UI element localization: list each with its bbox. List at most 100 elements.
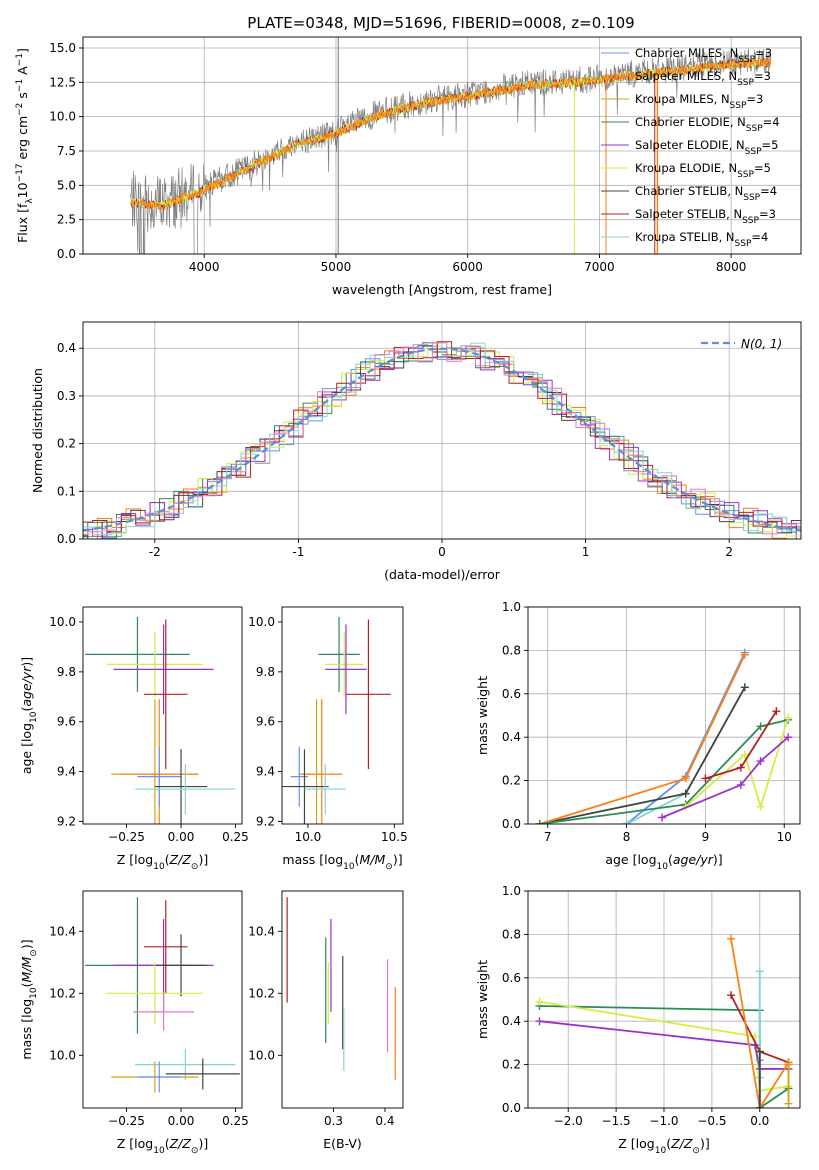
model-spectrum	[130, 57, 772, 210]
panel-mass-vs-ebv: 0.3 0.4 10.0 10.2 10.4 E(B-V)	[248, 890, 404, 1151]
series-marker	[736, 780, 745, 789]
x-tick-label: −0.25	[108, 830, 145, 844]
series-marker	[784, 713, 793, 722]
error-bar-point	[345, 619, 391, 770]
series-line	[685, 717, 790, 810]
error-bar-point	[165, 1058, 240, 1090]
normal-curve	[83, 347, 801, 532]
x-tick-label: 5000	[321, 260, 352, 274]
residual-histogram	[83, 342, 801, 536]
mass-weight-series	[755, 1047, 764, 1108]
error-bar-point	[290, 746, 308, 807]
y-tick-label: 0.0	[502, 1101, 521, 1115]
y-tick-label: 5.0	[57, 178, 76, 192]
y-tick-label: 9.2	[57, 815, 76, 829]
y-tick-label: 2.5	[57, 213, 76, 227]
x-tick-label: 7000	[584, 260, 615, 274]
x-tick-label: 0.25	[222, 1114, 249, 1128]
x-axis-label: Z [log10(Z/Z⊙)]	[117, 1136, 208, 1156]
x-tick-label: 0.00	[168, 1114, 195, 1128]
error-bar-point	[318, 616, 360, 692]
legend-label: Salpeter STELIB, NSSP=3	[635, 207, 776, 226]
y-tick-label: 10.0	[49, 110, 76, 124]
y-tick-label: 0.8	[502, 643, 521, 657]
y-tick-label: 0.4	[502, 1014, 521, 1028]
x-axis-label: age [log10(age/yr)]	[605, 852, 722, 872]
mass-vs-Z-frame	[82, 890, 243, 1109]
error-bar-point	[135, 764, 236, 815]
y-tick-label: 10.0	[248, 615, 275, 629]
legend-label: Salpeter ELODIE, NSSP=5	[635, 138, 778, 157]
age-vs-Z-frame	[82, 606, 243, 825]
error-bar-point	[106, 962, 203, 1025]
series-marker	[681, 774, 690, 783]
series-marker	[755, 967, 764, 976]
x-tick-label: 2	[725, 545, 733, 559]
legend-label: Chabrier STELIB, NSSP=4	[635, 184, 777, 203]
x-axis-label: mass [log10(M/M⊙)]	[282, 852, 402, 872]
mass-weight-vs-age-grid	[528, 606, 800, 825]
x-tick-label: 6000	[452, 260, 483, 274]
y-tick-label: 0.0	[57, 532, 76, 546]
y-tick-label: 9.4	[256, 765, 275, 779]
residuals-plot-area	[83, 341, 801, 539]
x-tick-label: 10	[777, 830, 792, 844]
y-tick-label: 9.8	[256, 665, 275, 679]
panel-mass-weight-vs-age: 7 8 9 10 0.0 0.2 0.4 0.6 0.8 1.0 age [log10(age/yr…	[475, 600, 801, 872]
y-axis-label: mass [log10(M/M⊙)]	[19, 939, 39, 1059]
y-tick-label: 10.2	[248, 986, 275, 1000]
spectrum-frame	[82, 36, 802, 255]
series-marker	[756, 802, 765, 811]
y-tick-label: 9.8	[57, 665, 76, 679]
series-marker	[681, 789, 690, 798]
series-marker	[535, 820, 544, 824]
y-tick-label: 0.8	[502, 927, 521, 941]
error-bar-point	[304, 764, 346, 815]
error-bar-point	[325, 631, 364, 697]
series-line	[539, 686, 746, 824]
x-tick-label: 0.4	[375, 1114, 394, 1128]
y-tick-label: 10.4	[248, 924, 275, 938]
series-line	[539, 718, 789, 824]
y-tick-label: 9.2	[256, 815, 275, 829]
x-tick-label: 10.5	[381, 830, 408, 844]
age-vs-mass-frame	[281, 606, 404, 825]
error-bar-point	[133, 993, 195, 1031]
x-tick-label: 1	[582, 545, 590, 559]
x-tick-label: 8000	[716, 260, 747, 274]
series-marker	[740, 750, 749, 759]
series-marker	[755, 1104, 764, 1108]
x-tick-label: 0.25	[222, 830, 249, 844]
y-tick-label: 9.6	[256, 715, 275, 729]
x-axis-label: Z [log10(Z/Z⊙)]	[618, 1136, 709, 1156]
x-axis-label: E(B-V)	[323, 1136, 362, 1151]
error-bar-point	[154, 934, 208, 997]
age-vs-mass-plot-area	[282, 616, 391, 824]
x-tick-label: −1.5	[602, 1114, 631, 1128]
residual-histogram	[83, 347, 801, 539]
y-tick-label: 15.0	[49, 41, 76, 55]
y-axis-label: age [log10(age/yr)]	[19, 657, 39, 774]
series-marker	[784, 1099, 793, 1108]
series-marker	[756, 722, 765, 731]
series-marker	[755, 1047, 764, 1056]
residual-histogram	[83, 342, 797, 539]
error-bar-point	[85, 616, 190, 692]
mass-weight-series	[784, 1060, 793, 1108]
legend-label: Kroupa MILES, NSSP=3	[635, 92, 763, 111]
x-tick-label: 10.0	[295, 830, 322, 844]
model-spectrum	[130, 57, 772, 211]
error-bar-point	[143, 619, 188, 770]
panel-spectrum: 4000 5000 6000 7000 8000 0.0 2.5 5.0 7.5 10.0 12.5…	[15, 36, 802, 297]
mass-vs-ebv-frame	[281, 890, 404, 1109]
x-tick-label: 4000	[189, 260, 220, 274]
mass-vs-Z-plot-area	[85, 897, 240, 1093]
panel-residuals: -2 -1 0 1 2 0.0 0.1 0.2 0.3 0.4 N(0, 1) (data-model…	[30, 321, 802, 582]
y-axis-label: mass weight	[475, 960, 490, 1039]
y-tick-label: 0.0	[57, 247, 76, 261]
mass-weight-vs-age-plot-area	[535, 648, 793, 824]
series-line	[539, 1000, 789, 1092]
y-tick-label: 7.5	[57, 144, 76, 158]
error-bar-point	[106, 631, 203, 697]
